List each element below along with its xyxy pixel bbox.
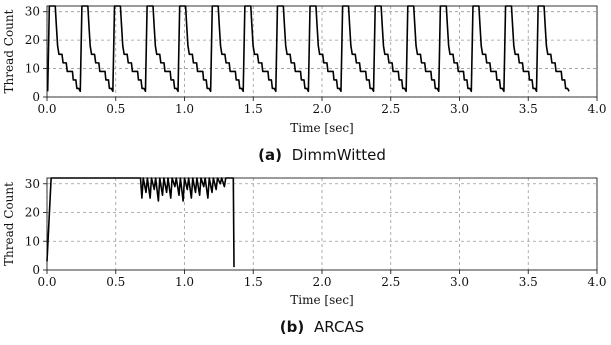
x-axis-label: Time [sec] <box>290 293 353 307</box>
x-tick-label: 2.0 <box>312 275 331 289</box>
caption-name: DimmWitted <box>292 146 386 164</box>
x-tick-label: 3.0 <box>450 275 469 289</box>
y-tick-label: 20 <box>25 206 40 220</box>
y-tick-label: 10 <box>25 234 40 248</box>
x-tick-label: 2.0 <box>312 102 331 116</box>
x-axis-label: Time [sec] <box>290 121 353 135</box>
x-tick-label: 3.5 <box>519 102 538 116</box>
x-tick-label: 1.5 <box>244 102 263 116</box>
x-tick-label: 4.0 <box>587 275 606 289</box>
panel-dimmwitted: 0.0 0.5 1.0 1.5 2.0 2.5 3.0 3.5 4.0 0 10 20 30 Time … <box>2 5 607 164</box>
x-tick-label: 0.0 <box>37 102 56 116</box>
x-tick-label: 3.5 <box>519 275 538 289</box>
x-tick-label: 3.0 <box>450 102 469 116</box>
x-tick-label: 0.0 <box>37 275 56 289</box>
panel-arcas: 0.0 0.5 1.0 1.5 2.0 2.5 3.0 3.5 4.0 0 10 20 30 Time … <box>2 177 607 336</box>
y-tick-label: 30 <box>25 177 40 191</box>
y-tick-label: 20 <box>25 33 40 47</box>
caption-tag: (a) <box>258 146 282 164</box>
y-tick-label: 30 <box>25 5 40 19</box>
y-tick-label: 0 <box>32 90 40 104</box>
x-tick-label: 1.0 <box>175 275 194 289</box>
caption: (b) ARCAS <box>280 318 364 336</box>
caption: (a) DimmWitted <box>258 146 386 164</box>
caption-tag: (b) <box>280 318 304 336</box>
x-tick-label: 0.5 <box>106 102 125 116</box>
x-tick-label: 4.0 <box>587 102 606 116</box>
y-tick-label: 0 <box>32 263 40 277</box>
y-tick-label: 10 <box>25 62 40 76</box>
y-axis-label: Thread Count <box>2 182 16 266</box>
x-tick-label: 1.0 <box>175 102 194 116</box>
x-tick-label: 0.5 <box>106 275 125 289</box>
thread-count-line <box>46 177 235 268</box>
thread-count-line <box>46 5 570 93</box>
y-axis-label: Thread Count <box>2 9 16 93</box>
x-tick-label: 1.5 <box>244 275 263 289</box>
x-tick-label: 2.5 <box>381 102 400 116</box>
x-tick-label: 2.5 <box>381 275 400 289</box>
caption-name: ARCAS <box>314 318 364 336</box>
